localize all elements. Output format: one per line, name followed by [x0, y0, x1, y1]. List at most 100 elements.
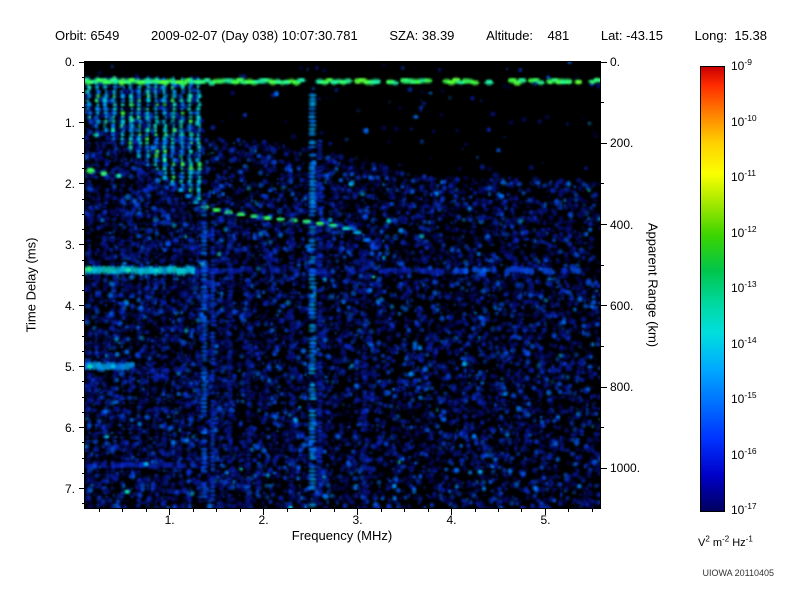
y-left-minor-tick — [82, 396, 85, 398]
y-right-tick — [601, 386, 607, 388]
y-left-minor-tick — [82, 91, 85, 93]
colorbar-tick-label: 10-12 — [731, 223, 757, 240]
x-tick-label: 5. — [540, 513, 551, 527]
y-right-tick-label: 400. — [610, 217, 634, 232]
x-minor-tick — [404, 509, 406, 512]
colorbar-tick-label: 10-15 — [731, 390, 757, 406]
header-longitude: Long: 15.38 — [694, 28, 767, 43]
y-left-tick-label: 7. — [64, 481, 75, 496]
x-tick-label: 2. — [258, 513, 269, 527]
y-left-minor-tick — [82, 229, 85, 231]
colorbar — [700, 66, 725, 512]
colorbar-tick-label: 10-13 — [731, 279, 757, 295]
y-left-minor-tick — [82, 213, 85, 215]
x-minor-tick — [427, 509, 429, 512]
header-orbit: Orbit: 6549 — [55, 28, 120, 43]
x-minor-tick — [192, 509, 194, 512]
header-sza: SZA: 38.39 — [389, 28, 455, 43]
y-axis-right-title: Apparent Range (km) — [645, 222, 661, 348]
y-left-minor-tick — [82, 137, 85, 139]
x-tick — [544, 509, 546, 515]
x-minor-tick — [98, 509, 100, 512]
colorbar-tick-label: 10-10 — [731, 112, 757, 129]
x-tick — [357, 509, 359, 515]
y-axis-left-title: Time Delay (ms) — [23, 237, 39, 333]
y-left-tick — [79, 488, 85, 489]
y-left-minor-tick — [82, 320, 85, 322]
x-minor-tick — [498, 509, 499, 512]
x-tick-label: 3. — [352, 513, 363, 527]
x-minor-tick — [145, 509, 147, 512]
y-left-minor-tick — [82, 472, 85, 474]
y-right-tick-label: 600. — [610, 298, 634, 313]
y-left-tick-label: 0. — [64, 55, 75, 69]
x-minor-tick — [521, 509, 523, 512]
y-right-tick — [601, 142, 607, 144]
y-left-tick — [79, 244, 85, 246]
y-left-minor-tick — [82, 335, 85, 337]
x-minor-tick — [333, 509, 335, 512]
x-minor-tick — [286, 509, 288, 512]
y-left-tick — [79, 305, 85, 307]
y-left-tick — [79, 183, 85, 185]
y-left-tick — [79, 427, 85, 429]
x-minor-tick — [591, 509, 593, 512]
y-left-minor-tick — [82, 503, 85, 505]
y-left-minor-tick — [82, 152, 85, 154]
y-right-tick — [601, 224, 607, 226]
y-right-tick-label: 200. — [610, 136, 634, 151]
x-minor-tick — [216, 509, 218, 512]
x-tick — [451, 509, 452, 515]
spectrogram-canvas — [85, 62, 600, 508]
x-minor-tick — [310, 509, 312, 512]
y-right-minor-tick — [601, 183, 604, 185]
y-right-tick-label: 1000. — [610, 461, 641, 476]
y-right-minor-tick — [601, 346, 604, 348]
y-left-tick-label: 1. — [64, 115, 75, 130]
y-left-minor-tick — [82, 107, 85, 109]
y-right-minor-tick — [601, 427, 604, 429]
header-info: Orbit: 6549 2009-02-07 (Day 038) 10:07:3… — [55, 28, 767, 43]
y-left-minor-tick — [82, 168, 85, 170]
y-left-minor-tick — [82, 76, 85, 78]
y-left-tick-label: 5. — [64, 359, 75, 374]
y-right-tick-label: 0. — [610, 55, 621, 69]
y-left-minor-tick — [82, 350, 85, 352]
y-left-minor-tick — [82, 381, 85, 383]
y-right-minor-tick — [601, 102, 604, 104]
x-tick-label: 4. — [446, 513, 457, 527]
y-left-tick-label: 3. — [64, 237, 75, 252]
y-left-minor-tick — [82, 274, 85, 276]
y-right-tick — [601, 467, 607, 469]
y-left-tick-label: 2. — [64, 176, 75, 191]
colorbar-tick-label: 10-11 — [731, 168, 757, 184]
colorbar-tick-label: 10-9 — [731, 57, 752, 73]
colorbar-unit-label: V2 m-2 Hz-1 — [698, 534, 753, 549]
x-minor-tick — [122, 509, 124, 512]
y-left-tick-label: 6. — [64, 420, 75, 435]
x-minor-tick — [568, 509, 570, 512]
y-left-minor-tick — [82, 457, 85, 459]
y-left-minor-tick — [82, 198, 85, 200]
spectrogram-plot-area — [84, 61, 601, 509]
y-left-tick — [79, 122, 85, 124]
x-minor-tick — [239, 509, 241, 512]
x-tick-label: 1. — [164, 513, 175, 527]
x-tick — [263, 509, 265, 515]
colorbar-tick-label: 10-14 — [731, 334, 757, 351]
header-altitude: Altitude: 481 — [486, 28, 570, 43]
x-minor-tick — [380, 509, 382, 512]
x-minor-tick — [474, 509, 476, 512]
y-right-tick — [601, 61, 607, 63]
y-right-tick-label: 800. — [610, 380, 634, 395]
colorbar-tick-label: 10-16 — [731, 445, 757, 462]
y-left-minor-tick — [82, 289, 85, 291]
y-left-minor-tick — [82, 442, 85, 444]
colorbar-tick-label: 10-17 — [731, 501, 757, 517]
y-right-minor-tick — [601, 264, 604, 266]
header-latitude: Lat: -43.15 — [600, 28, 663, 43]
y-left-minor-tick — [82, 259, 85, 261]
y-right-tick — [601, 305, 607, 307]
header-datetime: 2009-02-07 (Day 038) 10:07:30.781 — [150, 28, 358, 43]
